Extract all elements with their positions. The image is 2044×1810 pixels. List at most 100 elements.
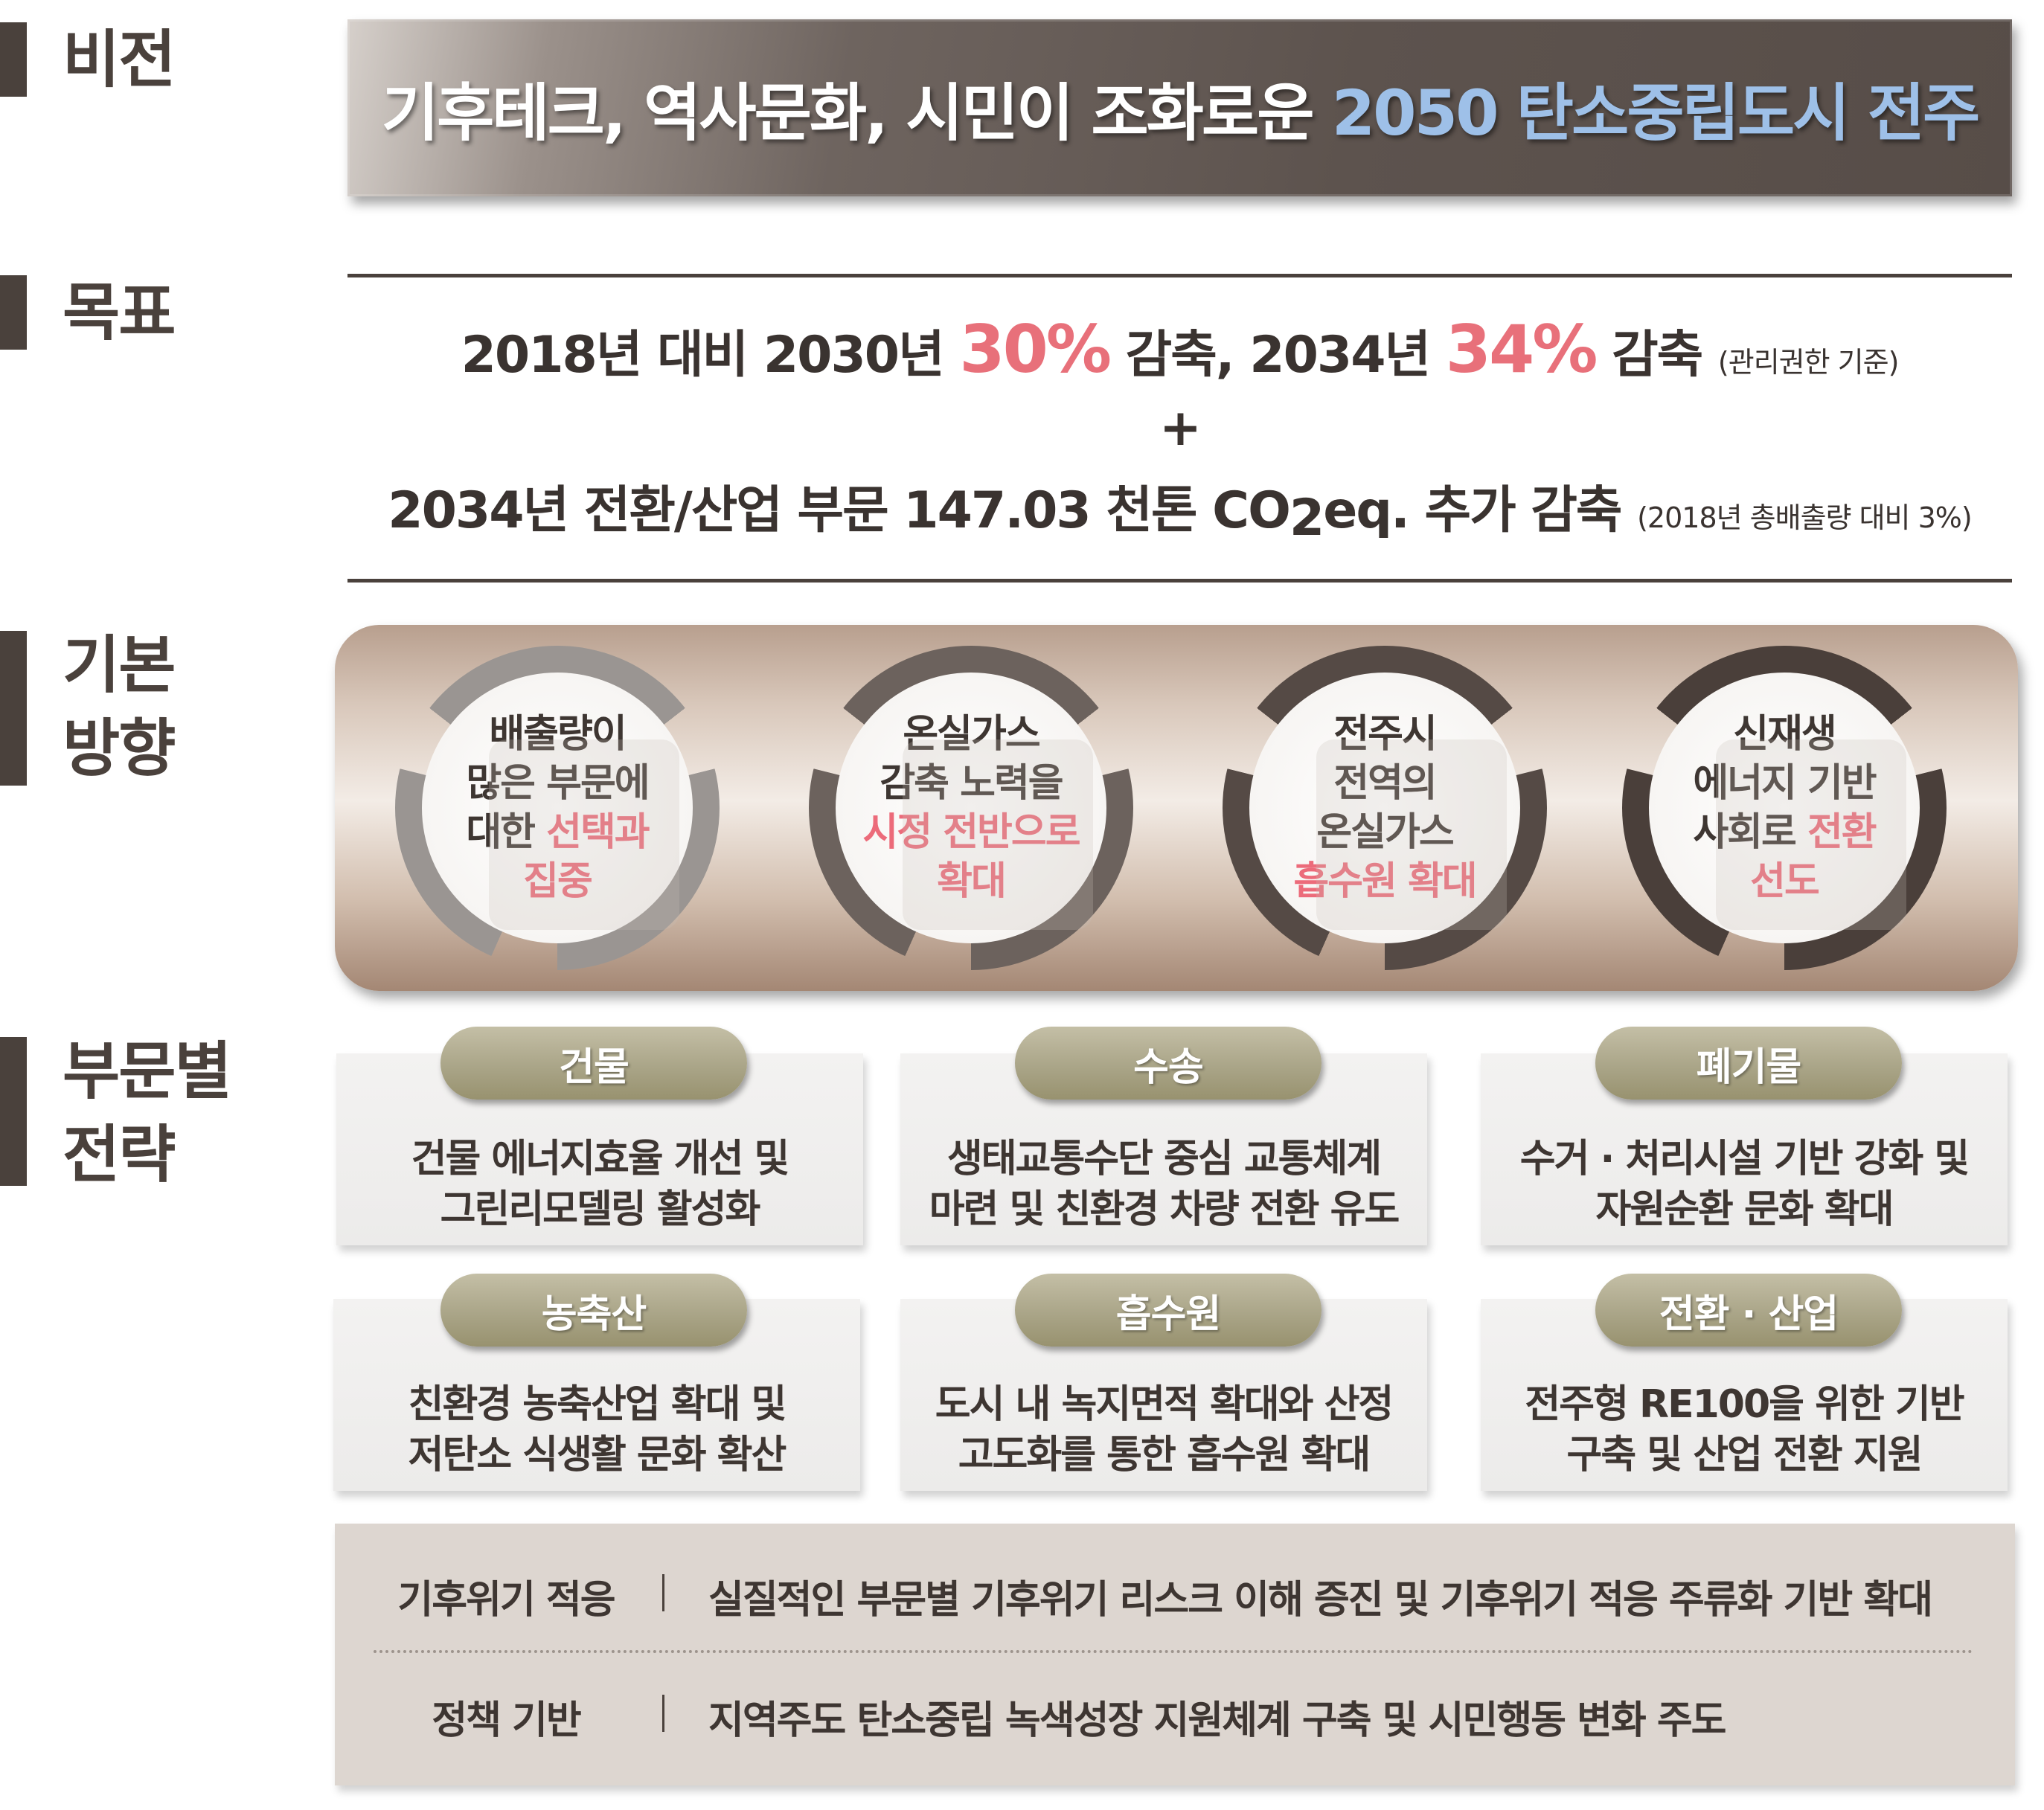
direction-highlight: 선택과 <box>546 810 650 855</box>
direction-text: 전주시 <box>1333 712 1438 757</box>
direction-ring-content: 온실가스 감축 노력을 시정 전반으로 확대 <box>836 673 1106 943</box>
sector-text: 마련 및 친환경 차량 전환 유도 <box>929 1187 1400 1232</box>
sector-description: 친환경 농축산업 확대 및 저탄소 식생활 문화 확산 <box>333 1379 860 1480</box>
goal-pct-2030: 30% <box>959 311 1112 388</box>
sector-title: 폐기물 <box>1696 1044 1802 1090</box>
sector-pill-transport: 수송 <box>1015 1027 1321 1100</box>
sector-pill-sink: 흡수원 <box>1015 1274 1321 1347</box>
direction-text: 에너지 기반 <box>1693 761 1877 806</box>
sector-description: 도시 내 녹지면적 확대와 산정 고도화를 통한 흡수원 확대 <box>900 1379 1427 1480</box>
vision-text: 기후테크, 역사문화, 시민이 조화로운 <box>381 76 1332 150</box>
sector-text: 전주형 RE100을 위한 기반 <box>1525 1382 1964 1427</box>
goal-line-2: 2034년 전환/산업 부문 147.03 천톤 CO2eq. 추가 감축 (2… <box>347 469 2012 548</box>
gear-icon <box>1716 739 1906 930</box>
direction-text: 사회로 전환 <box>1693 808 1877 857</box>
section-label-vision: 비전 <box>0 18 176 101</box>
sector-pill-agriculture: 농축산 <box>440 1274 747 1347</box>
tree-icon <box>1316 739 1507 930</box>
common-strategy-box: 기후위기 적응 실질적인 부문별 기후위기 리스크 이해 증진 및 기후위기 적… <box>335 1524 2015 1785</box>
sector-title: 전환 · 산업 <box>1659 1291 1839 1337</box>
direction-ring-content: 전주시 전역의 온실가스 흡수원 확대 <box>1249 673 1520 943</box>
sector-card-transport: 생태교통수단 중심 교통체계 마련 및 친환경 차량 전환 유도 <box>900 1053 1427 1245</box>
direction-highlight: 흡수원 확대 <box>1293 859 1477 904</box>
direction-ring-2: 온실가스 감축 노력을 시정 전반으로 확대 <box>809 646 1133 970</box>
sector-text: 수거 · 처리시설 기반 강화 및 <box>1519 1137 1970 1181</box>
sector-description: 전주형 RE100을 위한 기반 구축 및 산업 전환 지원 <box>1481 1379 2008 1480</box>
sector-text: 생태교통수단 중심 교통체계 <box>946 1137 1382 1181</box>
common-row-value: 지역주도 탄소중립 녹색성장 지원체계 구축 및 시민행동 변화 주도 <box>708 1698 1727 1743</box>
goal-note: (2018년 총배출량 대비 3%) <box>1637 501 1973 534</box>
goal-text: eq. 추가 감축 <box>1323 481 1638 540</box>
common-row-key: 기후위기 적응 <box>397 1578 615 1623</box>
sector-title: 농축산 <box>541 1291 647 1337</box>
sector-description: 수거 · 처리시설 기반 강화 및 자원순환 문화 확대 <box>1481 1134 2008 1235</box>
goal-text: 감축, 2034년 <box>1109 326 1446 385</box>
direction-highlight: 확대 <box>937 859 1007 904</box>
sector-text: 그린리모델링 활성화 <box>440 1187 761 1232</box>
section-marker <box>0 22 27 97</box>
vision-highlight: 2050 탄소중립도시 전주 <box>1331 76 1981 150</box>
sector-card-agriculture: 친환경 농축산업 확대 및 저탄소 식생활 문화 확산 <box>333 1299 860 1491</box>
goal-note: (관리권한 기준) <box>1717 346 1899 379</box>
section-title-vision: 비전 <box>63 23 176 96</box>
section-marker <box>0 631 27 786</box>
direction-text: 신재생 <box>1733 712 1837 757</box>
direction-ring-content: 신재생 에너지 기반 사회로 전환 선도 <box>1649 673 1920 943</box>
sector-title: 건물 <box>559 1044 629 1090</box>
row-separator <box>662 1695 664 1732</box>
sector-text: 친환경 농축산업 확대 및 <box>408 1382 787 1427</box>
direction-highlight: 집중 <box>523 859 593 904</box>
vision-banner: 기후테크, 역사문화, 시민이 조화로운 2050 탄소중립도시 전주 <box>347 19 2012 196</box>
direction-highlight: 전환 <box>1807 810 1877 855</box>
sector-pill-waste: 폐기물 <box>1595 1027 1902 1100</box>
common-row-policy: 정책 기반 지역주도 탄소중립 녹색성장 지원체계 구축 및 시민행동 변화 주… <box>335 1689 2015 1763</box>
direction-highlight: 시정 전반으로 <box>862 810 1080 855</box>
direction-text: 많은 부문에 <box>466 761 650 806</box>
direction-text: 대한 선택과 <box>466 808 650 857</box>
sector-pill-industry: 전환 · 산업 <box>1595 1274 1902 1347</box>
section-label-goal: 목표 <box>0 271 176 354</box>
city-icon <box>903 739 1093 930</box>
section-title-sector-1: 부문별 <box>63 1035 232 1108</box>
row-separator <box>662 1574 664 1611</box>
sector-pill-building: 건물 <box>440 1027 747 1100</box>
sector-text: 자원순환 문화 확대 <box>1595 1187 1894 1232</box>
section-label-sector: 부문별 전략 <box>0 1030 232 1196</box>
direction-text: 배출량이 <box>489 712 627 757</box>
sector-text: 구축 및 산업 전환 지원 <box>1566 1433 1923 1477</box>
sector-description: 생태교통수단 중심 교통체계 마련 및 친환경 차량 전환 유도 <box>900 1134 1427 1235</box>
vision-statement: 기후테크, 역사문화, 시민이 조화로운 2050 탄소중립도시 전주 <box>381 63 1981 153</box>
direction-text-part: 대한 <box>466 810 547 855</box>
sector-title: 흡수원 <box>1115 1291 1222 1337</box>
goal-top-rule <box>347 274 2012 277</box>
direction-highlight: 선도 <box>1750 859 1820 904</box>
direction-text: 온실가스 <box>1316 810 1454 855</box>
section-title-goal: 목표 <box>63 276 176 349</box>
section-title-direction-1: 기본 <box>63 629 176 702</box>
goal-pct-2034: 34% <box>1445 311 1598 388</box>
goal-text: 2034년 전환/산업 부문 147.03 천톤 CO <box>388 481 1291 540</box>
direction-ring-content: 배출량이 많은 부문에 대한 선택과 집중 <box>422 673 693 943</box>
direction-ring-4: 신재생 에너지 기반 사회로 전환 선도 <box>1622 646 1947 970</box>
direction-text: 감축 노력을 <box>880 761 1063 806</box>
goal-text: 감축 <box>1595 326 1718 385</box>
goal-line-1: 2018년 대비 2030년 30% 감축, 2034년 34% 감축 (관리권… <box>347 311 2012 388</box>
direction-ring-1: 배출량이 많은 부문에 대한 선택과 집중 <box>395 646 720 970</box>
common-row-key: 정책 기반 <box>432 1698 581 1743</box>
plus-sign: + <box>1159 399 1202 458</box>
goal-plus: + <box>347 399 2012 458</box>
common-row-value: 실질적인 부문별 기후위기 리스크 이해 증진 및 기후위기 적응 주류화 기반… <box>708 1578 1933 1623</box>
sector-text: 도시 내 녹지면적 확대와 산정 <box>935 1382 1394 1427</box>
sector-text: 고도화를 통한 흡수원 확대 <box>958 1433 1371 1477</box>
direction-text: 전역의 <box>1333 761 1438 806</box>
goal-bottom-rule <box>347 579 2012 583</box>
section-title-sector-2: 전략 <box>63 1118 176 1191</box>
direction-text-part: 사회로 <box>1693 810 1807 855</box>
direction-ring-3: 전주시 전역의 온실가스 흡수원 확대 <box>1223 646 1547 970</box>
section-title-direction-2: 방향 <box>63 712 176 785</box>
direction-text: 온실가스 <box>903 712 1040 757</box>
goal-subscript: 2 <box>1289 489 1324 548</box>
dotted-divider <box>374 1650 1973 1653</box>
common-row-adaptation: 기후위기 적응 실질적인 부문별 기후위기 리스크 이해 증진 및 기후위기 적… <box>335 1568 2015 1643</box>
sector-text: 저탄소 식생활 문화 확산 <box>408 1433 787 1477</box>
